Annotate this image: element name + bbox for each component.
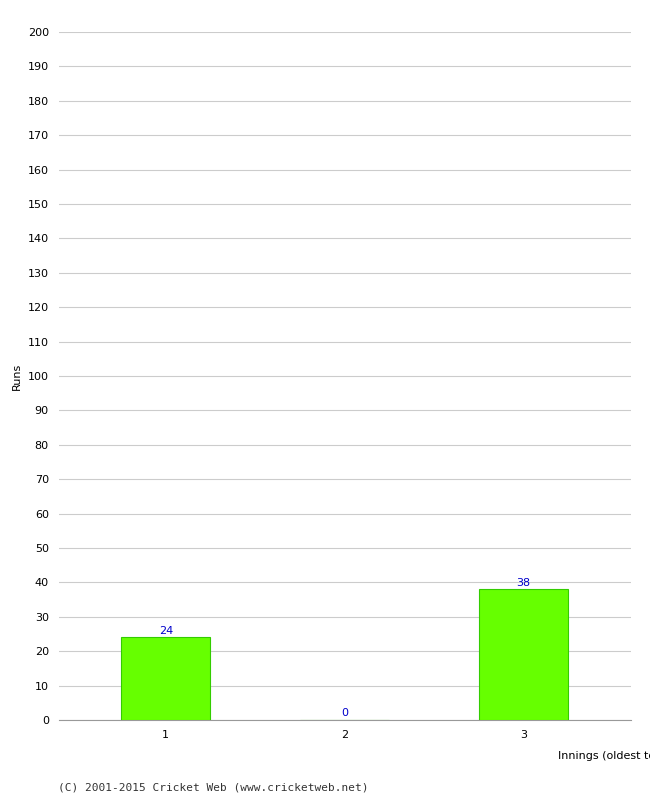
Text: 38: 38 (516, 578, 530, 587)
Text: 24: 24 (159, 626, 173, 636)
Bar (121, 638, 211, 720)
Text: (C) 2001-2015 Cricket Web (www.cricketweb.net): (C) 2001-2015 Cricket Web (www.cricketwe… (58, 782, 369, 792)
X-axis label: Innings (oldest to newest): Innings (oldest to newest) (558, 751, 650, 761)
Y-axis label: Runs: Runs (12, 362, 22, 390)
Bar (478, 590, 568, 720)
Text: 0: 0 (341, 708, 348, 718)
